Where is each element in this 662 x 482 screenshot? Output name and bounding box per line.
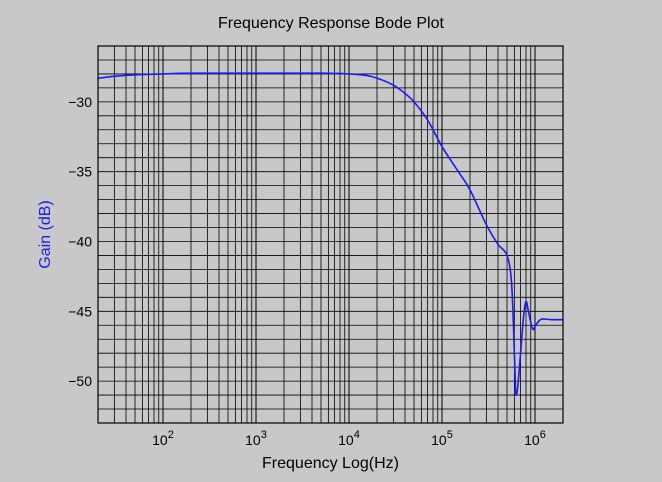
y-tick-label: −50: [68, 373, 92, 389]
plot-frame: [97, 45, 564, 424]
y-tick-label: −45: [68, 303, 92, 319]
tick-labels: 102 103 104 105 106 −30 −35 −40 −45 −50: [68, 94, 546, 448]
x-tick-label: 103: [245, 429, 267, 448]
y-axis-label: Gain (dB): [37, 200, 54, 268]
x-tick-label: 106: [524, 429, 546, 448]
series-layer: [98, 72, 563, 397]
chart-title: Frequency Response Bode Plot: [218, 15, 444, 32]
y-tick-label: −30: [68, 94, 92, 110]
y-tick-label: −40: [68, 233, 92, 249]
x-tick-label: 105: [431, 429, 453, 448]
x-tick-label: 102: [152, 429, 174, 448]
plot-area: [97, 45, 564, 424]
x-axis-label: Frequency Log(Hz): [262, 455, 399, 472]
x-tick-label: 104: [338, 429, 360, 448]
series-line: [98, 72, 563, 397]
y-tick-label: −35: [68, 164, 92, 180]
